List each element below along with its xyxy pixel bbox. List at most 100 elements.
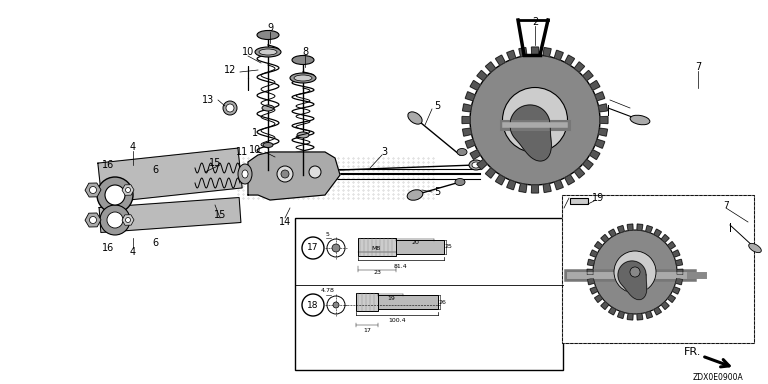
Polygon shape [676, 278, 683, 285]
Ellipse shape [259, 49, 277, 55]
Polygon shape [462, 116, 470, 124]
Ellipse shape [242, 170, 248, 178]
Text: 17: 17 [363, 328, 371, 333]
Polygon shape [583, 159, 593, 170]
Polygon shape [470, 81, 480, 90]
Text: 14: 14 [279, 217, 291, 227]
Polygon shape [462, 128, 472, 136]
Polygon shape [495, 55, 505, 65]
Text: 10: 10 [249, 145, 261, 155]
Polygon shape [470, 150, 480, 159]
Polygon shape [677, 269, 683, 275]
Polygon shape [477, 159, 487, 170]
Text: M8: M8 [372, 245, 381, 250]
Polygon shape [637, 224, 643, 230]
Bar [562, 195, 754, 343]
Text: 5: 5 [434, 101, 440, 111]
Circle shape [333, 302, 339, 308]
Polygon shape [667, 242, 675, 249]
Polygon shape [485, 168, 495, 178]
Ellipse shape [297, 132, 309, 138]
Ellipse shape [290, 73, 316, 83]
Text: 16: 16 [102, 243, 114, 253]
Ellipse shape [294, 75, 312, 81]
Text: 8: 8 [302, 47, 308, 57]
Polygon shape [531, 47, 538, 55]
Text: 81.4: 81.4 [394, 263, 408, 268]
Polygon shape [588, 259, 594, 266]
Bar [396, 240, 444, 254]
Circle shape [630, 267, 640, 277]
Circle shape [309, 166, 321, 178]
Circle shape [281, 170, 289, 178]
Ellipse shape [292, 56, 314, 65]
Polygon shape [590, 287, 598, 294]
Circle shape [125, 217, 131, 222]
Circle shape [125, 187, 131, 192]
Ellipse shape [455, 179, 465, 185]
Circle shape [593, 230, 677, 314]
Polygon shape [601, 235, 609, 242]
Ellipse shape [472, 162, 480, 168]
Text: 13: 13 [202, 95, 214, 105]
Polygon shape [583, 70, 593, 81]
Polygon shape [507, 180, 516, 190]
Ellipse shape [469, 160, 483, 170]
Circle shape [470, 55, 600, 185]
Polygon shape [554, 180, 563, 190]
Text: 1: 1 [252, 128, 258, 138]
Text: 7: 7 [723, 200, 729, 210]
Text: 23: 23 [373, 270, 381, 275]
Polygon shape [590, 150, 600, 159]
Text: 20: 20 [411, 240, 419, 245]
Polygon shape [601, 301, 609, 310]
Polygon shape [637, 313, 643, 320]
Bar [378, 295, 438, 309]
Polygon shape [543, 184, 551, 192]
Polygon shape [617, 311, 624, 318]
Text: 4: 4 [130, 142, 136, 152]
Text: 15: 15 [209, 158, 221, 168]
Polygon shape [564, 175, 574, 185]
Polygon shape [98, 148, 242, 203]
Polygon shape [646, 225, 653, 233]
Polygon shape [598, 104, 607, 112]
Text: 5: 5 [434, 187, 440, 197]
Polygon shape [477, 70, 487, 81]
Ellipse shape [408, 112, 422, 124]
Polygon shape [554, 50, 563, 60]
Text: FR.: FR. [684, 347, 702, 357]
Circle shape [302, 294, 324, 316]
Text: 18: 18 [307, 301, 319, 310]
Text: 100.4: 100.4 [388, 318, 406, 323]
Text: 9: 9 [267, 23, 273, 33]
Ellipse shape [457, 149, 467, 156]
Polygon shape [627, 224, 633, 230]
Polygon shape [543, 48, 551, 56]
Circle shape [302, 237, 324, 259]
Polygon shape [507, 50, 516, 60]
Polygon shape [654, 307, 661, 315]
Circle shape [105, 185, 125, 205]
Polygon shape [510, 105, 551, 161]
Circle shape [332, 244, 340, 252]
Text: 4.78: 4.78 [321, 288, 335, 293]
Polygon shape [495, 175, 505, 185]
Polygon shape [574, 62, 584, 72]
Polygon shape [676, 259, 683, 266]
Bar [562, 195, 754, 343]
Polygon shape [588, 278, 594, 285]
Text: 3: 3 [381, 147, 387, 157]
Polygon shape [595, 139, 604, 148]
Polygon shape [598, 128, 607, 136]
Circle shape [226, 104, 234, 112]
Circle shape [90, 187, 97, 194]
Polygon shape [672, 287, 680, 294]
Polygon shape [627, 313, 633, 320]
Polygon shape [99, 197, 241, 232]
Polygon shape [519, 184, 527, 192]
Polygon shape [564, 55, 574, 65]
Polygon shape [519, 48, 527, 56]
Circle shape [223, 101, 237, 115]
Circle shape [100, 205, 130, 235]
